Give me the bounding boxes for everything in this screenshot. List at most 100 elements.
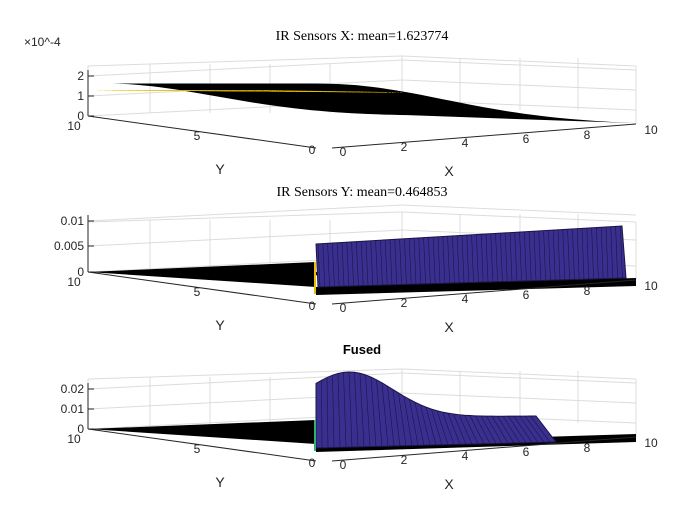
surface-mesh-line (504, 233, 508, 282)
gridline (401, 372, 637, 384)
x-tick-label: 6 (523, 288, 530, 302)
gridline (401, 79, 637, 91)
subplot-ir-sensors-x: IR Sensors X: mean=1.623774 0 1 2 ×10^-4 0 5 1… (24, 29, 658, 179)
y-axis-label: Y (215, 161, 225, 177)
surface-mesh-line (557, 229, 561, 281)
x-tick-label: 4 (462, 136, 469, 150)
subplot-title: IR Sensors Y: mean=0.464853 (277, 185, 448, 200)
surface-mesh-line (403, 396, 413, 446)
gridline (87, 204, 403, 222)
surface-mesh-line (432, 237, 436, 284)
wall-edge (401, 55, 637, 67)
wall-edge (87, 368, 403, 380)
surface-mesh-line (365, 241, 369, 286)
surface-mesh-line (524, 415, 545, 443)
surface-mesh-line (581, 228, 585, 280)
surface-mesh-line (384, 240, 388, 286)
wall-edge (87, 55, 403, 67)
surface-mesh-line (591, 228, 594, 280)
x-axis-line (331, 436, 637, 462)
x-tick-label: 8 (584, 128, 591, 142)
surface-mesh-line (533, 231, 537, 281)
wall-edge (87, 211, 403, 223)
surface-mesh-line (399, 239, 402, 285)
x-axis-line (331, 279, 637, 305)
x-axis-label: X (444, 476, 454, 492)
surface-mesh-line (519, 415, 539, 443)
z-tick-label: 0.01 (61, 214, 85, 228)
subplot-title: IR Sensors X: mean=1.623774 (276, 29, 449, 44)
y-tick-label: 5 (194, 129, 201, 143)
surface-mesh-line (548, 230, 551, 281)
surface-mesh-line (464, 415, 479, 445)
surface-mesh-line (480, 234, 484, 283)
surface-mesh-line (513, 415, 533, 443)
surface-mesh-line (572, 229, 575, 280)
surface-mesh-line (610, 226, 614, 279)
x-tick-label: 4 (462, 292, 469, 306)
surface-mesh-line (404, 238, 407, 285)
surface-mesh-line (466, 235, 470, 283)
surface-mesh-line (475, 415, 491, 444)
gridline (401, 204, 637, 216)
y-axis-line (87, 271, 317, 305)
surface-mesh-line (381, 382, 389, 447)
gridline (87, 229, 403, 247)
surface-mesh-line (341, 242, 345, 287)
x-tick-label: 6 (523, 445, 530, 459)
surface-mesh-line (428, 237, 431, 284)
x-tick-label: 8 (584, 284, 591, 298)
x-tick-label: 10 (644, 279, 658, 293)
surface-mesh-line (461, 235, 465, 283)
surface (88, 83, 636, 124)
surface-mesh-line (394, 239, 398, 285)
surface-mesh-line (509, 232, 513, 282)
x-tick-label: 10 (644, 123, 658, 137)
surface-mesh-line (423, 237, 426, 284)
x-tick-label: 6 (523, 132, 530, 146)
surface-mesh-line (375, 240, 378, 286)
x-tick-label: 4 (462, 449, 469, 463)
surface-mesh-line (370, 377, 377, 447)
y-tick-label: 10 (67, 119, 81, 133)
surface-mesh-line (620, 226, 623, 279)
surface-mesh-line (392, 389, 401, 446)
surface-mesh-line (376, 379, 383, 447)
x-tick-label: 2 (401, 140, 408, 154)
surface-mesh-line (497, 416, 515, 444)
surface-mesh-line (346, 242, 350, 287)
surface-mesh-line (317, 243, 321, 288)
x-tick-label: 0 (340, 145, 347, 159)
subplot-ir-sensors-y: IR Sensors Y: mean=0.464853 0 0.005 0.01 0 5… (54, 185, 658, 335)
surface-mesh-line (458, 414, 473, 445)
surface-mesh-line (365, 374, 371, 447)
surface-wall (315, 225, 627, 288)
surface-mesh-line (490, 233, 494, 282)
wall-edge (401, 211, 637, 223)
surface-floor (88, 420, 636, 452)
x-tick-label: 10 (644, 436, 658, 450)
y-tick-label: 10 (67, 432, 81, 446)
surface-mesh-line (538, 231, 542, 281)
surface-mesh-line (495, 233, 498, 282)
y-axis-label: Y (215, 474, 225, 490)
surface-mesh-line (524, 231, 527, 281)
surface-mesh-line (370, 240, 374, 286)
wall-edge (401, 368, 637, 380)
surface-mesh-line (436, 410, 449, 445)
surface-mesh-line (576, 228, 580, 280)
z-tick-label: 0.005 (54, 239, 84, 253)
surface-mesh-line (442, 411, 455, 445)
x-tick-label: 0 (340, 458, 347, 472)
surface-mesh-line (480, 415, 497, 444)
surface-mesh-line (453, 413, 467, 445)
surface-mesh-line (469, 415, 485, 444)
surface-mesh-line (605, 227, 609, 279)
x-tick-label: 0 (340, 301, 347, 315)
surface-mesh-line (425, 407, 437, 446)
surface-mesh-line (431, 408, 443, 445)
surface-mesh-line (413, 238, 417, 285)
surface-mesh-line (336, 242, 340, 287)
surface-mesh-line (337, 373, 341, 448)
